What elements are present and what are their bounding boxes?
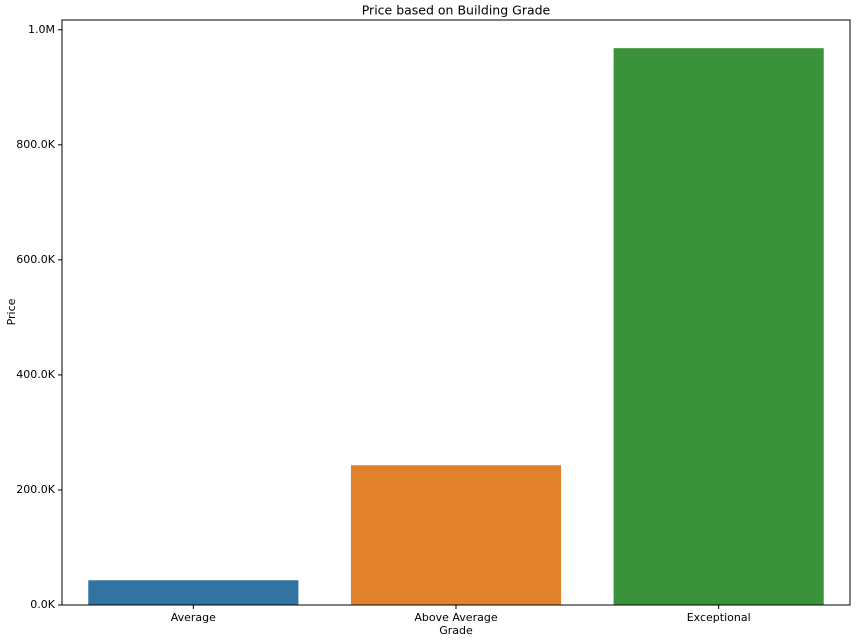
y-tick-label: 0.0K <box>30 598 55 611</box>
y-tick-label: 200.0K <box>16 483 55 496</box>
chart-title: Price based on Building Grade <box>362 3 551 18</box>
y-tick-label: 1.0M <box>28 23 55 36</box>
y-tick-label: 600.0K <box>16 253 55 266</box>
y-tick-label: 400.0K <box>16 368 55 381</box>
plot-frame <box>61 19 851 606</box>
y-tick-label: 800.0K <box>16 138 55 151</box>
bar <box>88 580 299 605</box>
bar <box>350 465 562 605</box>
y-axis-label: Price <box>5 298 18 325</box>
x-tick-label: Exceptional <box>687 611 751 624</box>
x-tick-label: Above Average <box>414 611 497 624</box>
x-axis-label: Grade <box>439 624 473 637</box>
x-tick-label: Average <box>171 611 216 624</box>
bar <box>613 48 824 605</box>
